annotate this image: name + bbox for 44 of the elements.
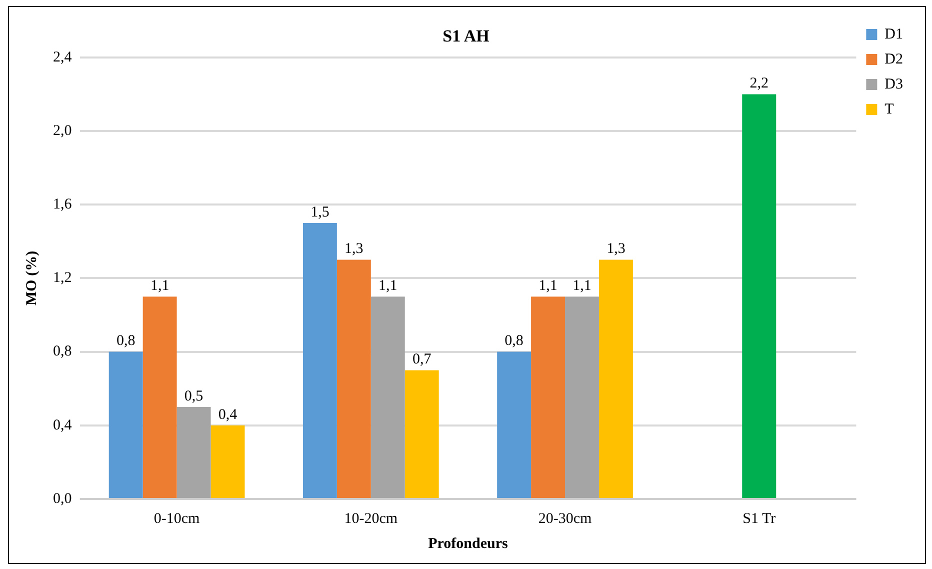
x-tick-label: S1 Tr (742, 510, 776, 527)
data-label: 0,8 (116, 333, 136, 350)
bar (302, 223, 337, 498)
bar (531, 296, 566, 498)
data-label: 1,3 (344, 241, 364, 258)
bar (176, 407, 211, 498)
data-label: 1,5 (310, 204, 330, 220)
bar (598, 260, 633, 498)
bar (210, 425, 245, 498)
data-label: 1,1 (538, 278, 558, 294)
y-tick-label: 2,0 (53, 122, 72, 139)
data-label: 1,1 (572, 278, 592, 294)
data-label: 0,5 (184, 388, 204, 404)
bar (742, 94, 776, 498)
x-tick-label: 10-20cm (344, 510, 398, 527)
data-label: 1,1 (150, 278, 170, 294)
x-tick-label: 20-30cm (538, 510, 592, 527)
y-tick-label: 0,8 (53, 344, 72, 360)
x-tick-label: 0-10cm (154, 510, 200, 527)
y-tick-label: 1,2 (53, 270, 72, 286)
bar (142, 296, 177, 498)
x-axis-title: Profondeurs (428, 536, 508, 552)
y-tick-label: 2,4 (53, 49, 72, 66)
data-label: 2,2 (750, 76, 768, 92)
data-label: 1,3 (606, 241, 626, 258)
y-tick-label: 0,4 (53, 417, 72, 434)
y-axis-title: MO (%) (24, 250, 40, 306)
data-label: 1,1 (378, 278, 398, 294)
data-label: 0,4 (218, 406, 238, 423)
y-tick-label: 1,6 (53, 196, 72, 213)
chart-title: S1 AH (442, 26, 490, 46)
bar (108, 352, 143, 498)
bar (370, 296, 405, 498)
y-tick-label: 0,0 (53, 490, 72, 507)
legend-label: D3 (884, 76, 904, 92)
data-label: 0,8 (504, 333, 524, 350)
bar (565, 296, 599, 498)
legend-label: D1 (884, 26, 904, 42)
bar (336, 260, 371, 498)
data-label: 0,7 (412, 352, 432, 368)
legend-label: T (884, 101, 894, 118)
legend-label: D2 (884, 51, 904, 68)
bar (497, 352, 532, 498)
bar (404, 370, 439, 498)
